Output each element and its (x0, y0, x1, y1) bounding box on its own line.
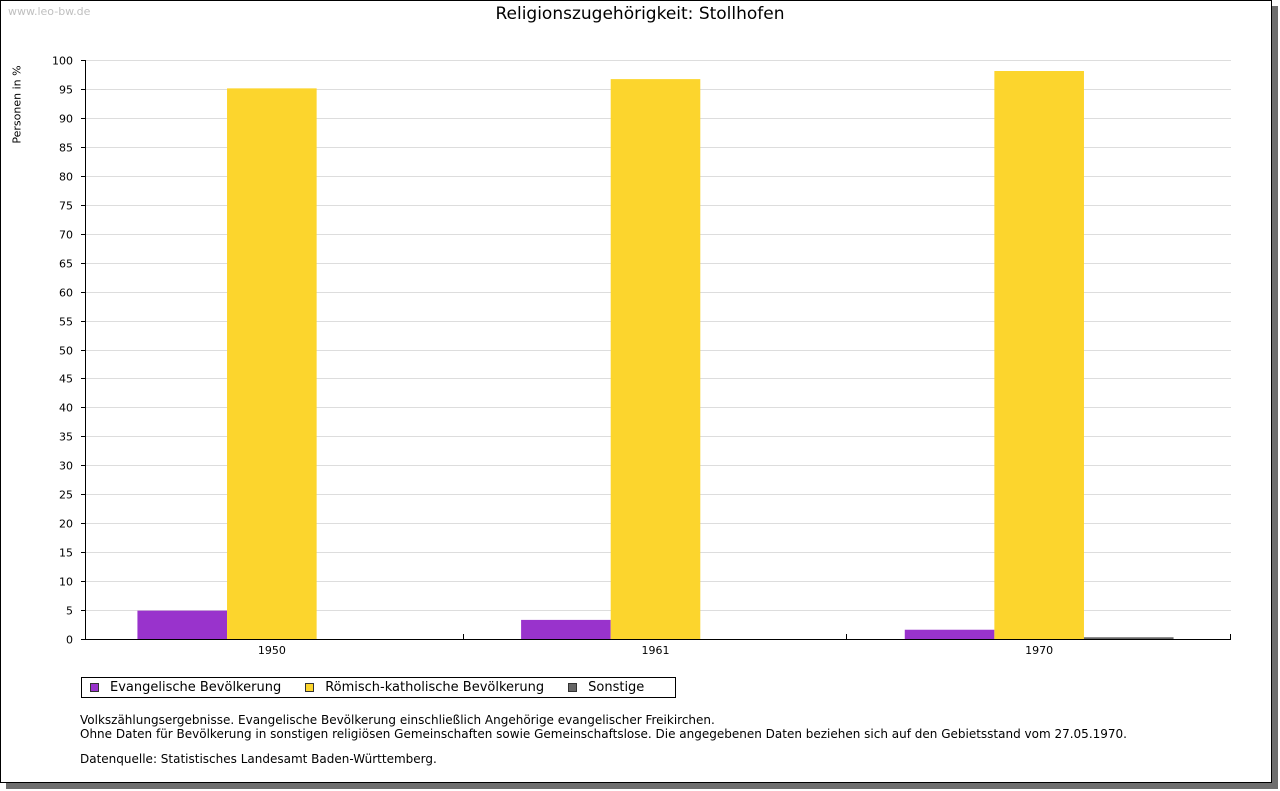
bar (994, 71, 1084, 640)
y-tick-label: 75 (59, 200, 73, 213)
chart-title: Religionszugehörigkeit: Stollhofen (495, 4, 785, 24)
bar (521, 619, 611, 639)
y-tick-label: 0 (66, 634, 73, 647)
watermark: www.leo-bw.de (8, 5, 91, 18)
y-tick-label: 100 (52, 55, 73, 68)
y-tick-label: 65 (59, 258, 73, 271)
bar (904, 629, 995, 639)
data-source: Datenquelle: Statistisches Landesamt Bad… (80, 752, 437, 766)
x-tick-label: 1950 (258, 644, 286, 657)
legend-item-evangelisch: Evangelische Bevölkerung (90, 680, 281, 695)
bar (137, 610, 228, 639)
y-tick-label: 35 (59, 431, 73, 444)
legend-swatch-sonstige (568, 683, 578, 692)
bars (137, 71, 1174, 640)
y-tick-label: 5 (66, 605, 73, 618)
y-tick-label: 90 (59, 113, 73, 126)
legend-label-sonstige: Sonstige (588, 680, 645, 695)
y-tick-label: 10 (59, 576, 73, 589)
legend: Evangelische Bevölkerung Römisch-katholi… (81, 677, 676, 698)
y-tick-label: 70 (59, 229, 73, 242)
notes: Volkszählungsergebnisse. Evangelische Be… (80, 713, 1127, 741)
x-tick-label: 1961 (642, 644, 670, 657)
y-tick-label: 95 (59, 84, 73, 97)
bar (1083, 637, 1174, 639)
y-tick-label: 60 (59, 287, 73, 300)
y-tick-label: 55 (59, 316, 73, 329)
y-tick-label: 50 (59, 345, 73, 358)
legend-label-katholisch: Römisch-katholische Bevölkerung (325, 680, 545, 695)
legend-label-evangelisch: Evangelische Bevölkerung (110, 680, 282, 695)
legend-swatch-evangelisch (90, 683, 99, 692)
legend-swatch-katholisch (305, 683, 315, 692)
y-tick-label: 20 (59, 518, 73, 531)
legend-item-katholisch: Römisch-katholische Bevölkerung (305, 680, 544, 695)
note-line-1: Volkszählungsergebnisse. Evangelische Be… (80, 713, 715, 727)
y-tick-label: 30 (59, 460, 73, 473)
y-tick-label: 80 (59, 171, 73, 184)
legend-item-sonstige: Sonstige (568, 680, 644, 695)
y-tick-label: 45 (59, 373, 73, 386)
y-tick-label: 15 (59, 547, 73, 560)
bar (227, 88, 317, 640)
x-tick-label: 1970 (1025, 644, 1053, 657)
bar (610, 79, 701, 640)
y-tick-label: 40 (59, 402, 73, 415)
note-line-2: Ohne Daten für Bevölkerung in sonstigen … (80, 727, 1127, 741)
y-tick-label: 25 (59, 489, 73, 502)
y-tick-label: 85 (59, 142, 73, 155)
bar-chart: 0 5 10 15 20 25 30 35 40 45 50 55 60 65 70 75 80 85 90 95 10… (52, 55, 1231, 657)
axes: 0 5 10 15 20 25 30 35 40 45 50 55 60 65 70 75 80 85 90 95 10… (52, 55, 1231, 657)
